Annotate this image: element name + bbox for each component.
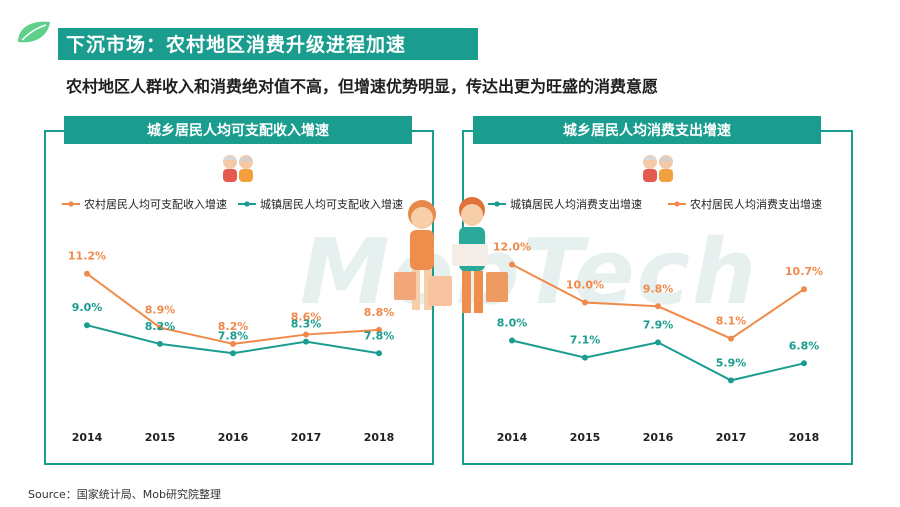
income-chart-title: 城乡居民人均可支配收入增速 [64, 116, 412, 144]
data-point [303, 331, 309, 338]
data-point [728, 377, 734, 384]
data-label: 9.0% [72, 301, 103, 314]
data-point [509, 261, 515, 268]
x-tick-label: 2017 [716, 431, 747, 444]
data-label: 7.8% [218, 329, 249, 342]
data-point [157, 340, 163, 347]
data-point [376, 326, 382, 333]
data-point [582, 354, 588, 361]
data-label: 8.8% [364, 306, 395, 319]
legend-entry: 农村居民人均可支配收入增速 [84, 197, 227, 211]
x-tick-label: 2017 [291, 431, 322, 444]
legend-swatch-marker [674, 201, 680, 207]
data-label: 7.8% [364, 329, 395, 342]
elderly-couple-icon-right [643, 155, 673, 182]
data-point [801, 360, 807, 367]
data-point [376, 350, 382, 357]
data-label: 8.0% [497, 317, 528, 330]
x-tick-label: 2015 [145, 431, 176, 444]
data-label: 6.8% [789, 339, 820, 352]
series-line [511, 339, 805, 382]
data-label: 11.2% [68, 250, 106, 263]
data-point [230, 340, 236, 347]
data-label: 10.7% [785, 265, 823, 278]
data-point [230, 350, 236, 357]
source-note: Source：国家统计局、Mob研究院整理 [28, 488, 221, 501]
x-tick-label: 2015 [570, 431, 601, 444]
legend-swatch-marker [494, 201, 500, 207]
data-point [84, 322, 90, 329]
x-tick-label: 2016 [218, 431, 249, 444]
data-label: 8.2% [145, 320, 176, 333]
x-tick-label: 2016 [643, 431, 674, 444]
data-label: 9.8% [643, 282, 674, 295]
data-label: 5.9% [716, 356, 747, 369]
data-label: 8.6% [291, 311, 322, 324]
leaf-logo-icon [18, 21, 50, 43]
legend-swatch-marker [68, 201, 74, 207]
data-label: 12.0% [493, 241, 531, 254]
shopping-couple-illustration [394, 197, 508, 313]
data-point [582, 299, 588, 306]
data-point [655, 339, 661, 346]
legend-entry: 农村居民人均消费支出增速 [690, 197, 822, 211]
data-point [84, 270, 90, 277]
legend-entry: 城镇居民人均消费支出增速 [510, 197, 642, 211]
x-tick-label: 2018 [364, 431, 395, 444]
data-point [509, 337, 515, 344]
expense-chart-title: 城乡居民人均消费支出增速 [473, 116, 821, 144]
legend-entry: 城镇居民人均可支配收入增速 [260, 197, 403, 211]
page-subtitle: 农村地区人群收入和消费绝对值不高，但增速优势明显，传达出更为旺盛的消费意愿 [66, 77, 659, 96]
data-label: 7.1% [570, 334, 601, 347]
data-label: 8.1% [716, 315, 747, 328]
data-label: 8.3% [291, 318, 322, 331]
x-tick-label: 2014 [72, 431, 103, 444]
data-point [303, 338, 309, 345]
legend-swatch-marker [244, 201, 250, 207]
title-bar [58, 28, 478, 60]
elderly-couple-icon [223, 155, 253, 182]
data-label: 7.9% [643, 318, 674, 331]
page-title: 下沉市场：农村地区消费升级进程加速 [66, 34, 407, 56]
data-label: 10.0% [566, 279, 604, 292]
data-label: 8.9% [145, 304, 176, 317]
data-point [728, 335, 734, 342]
data-point [801, 286, 807, 293]
x-tick-label: 2018 [789, 431, 820, 444]
x-tick-label: 2014 [497, 431, 528, 444]
data-label: 8.2% [218, 320, 249, 333]
data-point [655, 303, 661, 310]
data-point [157, 324, 163, 331]
